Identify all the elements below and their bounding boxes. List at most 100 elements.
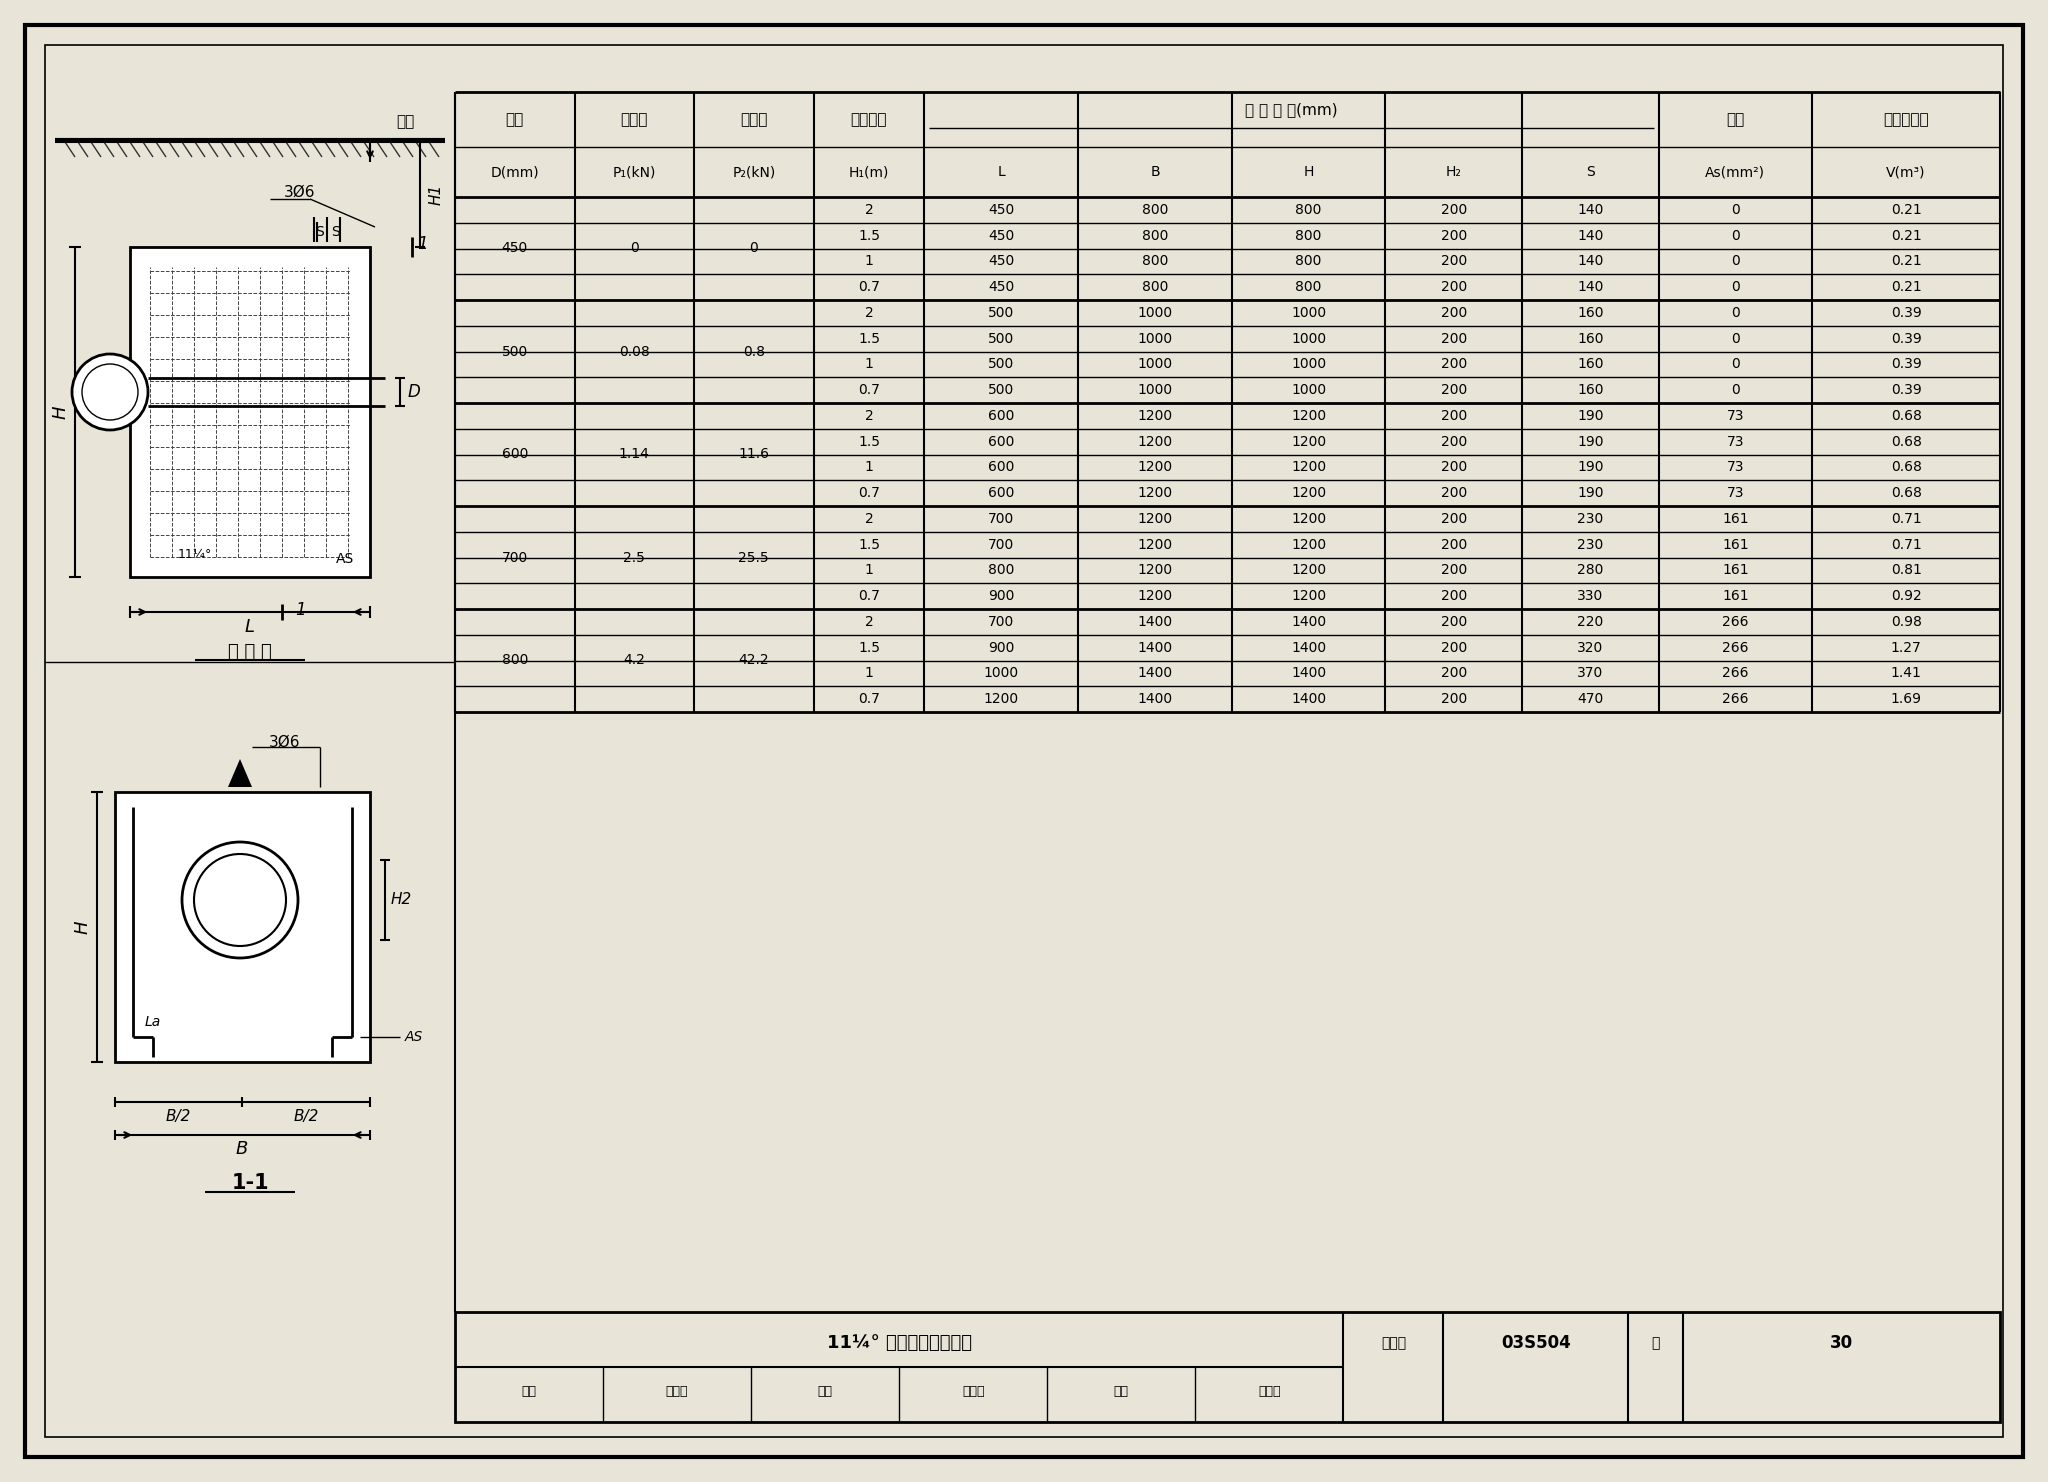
Text: 1200: 1200	[1290, 590, 1327, 603]
Text: 800: 800	[1296, 255, 1321, 268]
Text: 0.39: 0.39	[1890, 305, 1921, 320]
Text: 190: 190	[1577, 434, 1604, 449]
Text: 200: 200	[1440, 305, 1466, 320]
Text: 161: 161	[1722, 538, 1749, 551]
Text: 0: 0	[1731, 384, 1739, 397]
Text: 800: 800	[1296, 203, 1321, 216]
Text: 0: 0	[631, 242, 639, 255]
Text: AS: AS	[336, 551, 354, 566]
Text: 450: 450	[989, 255, 1014, 268]
Text: 1200: 1200	[1137, 486, 1174, 499]
Text: 1.5: 1.5	[858, 434, 881, 449]
Text: 73: 73	[1726, 409, 1745, 422]
Text: 200: 200	[1440, 434, 1466, 449]
Text: 1200: 1200	[1290, 409, 1327, 422]
Text: 330: 330	[1577, 590, 1604, 603]
Text: 800: 800	[1141, 203, 1167, 216]
Text: 73: 73	[1726, 434, 1745, 449]
Text: 500: 500	[989, 357, 1014, 372]
Text: 1200: 1200	[1290, 563, 1327, 578]
Text: 266: 266	[1722, 615, 1749, 628]
Bar	[455, 1312, 2001, 1423]
Text: As(mm²): As(mm²)	[1706, 165, 1765, 179]
Text: 0.21: 0.21	[1890, 255, 1921, 268]
Text: 800: 800	[987, 563, 1014, 578]
Text: 230: 230	[1577, 511, 1604, 526]
Text: 900: 900	[987, 590, 1014, 603]
Text: 1: 1	[864, 461, 872, 474]
Text: 竖向力: 竖向力	[739, 113, 768, 127]
Text: V(m³): V(m³)	[1886, 165, 1925, 179]
Text: S: S	[332, 225, 340, 239]
Text: 0.21: 0.21	[1890, 228, 1921, 243]
Text: 200: 200	[1440, 640, 1466, 655]
Text: 1200: 1200	[1290, 486, 1327, 499]
Text: 600: 600	[987, 434, 1014, 449]
Text: 190: 190	[1577, 409, 1604, 422]
Text: 0.39: 0.39	[1890, 332, 1921, 345]
Text: 0.39: 0.39	[1890, 384, 1921, 397]
Text: 200: 200	[1440, 357, 1466, 372]
Text: 1000: 1000	[1137, 305, 1174, 320]
Text: P₁(kN): P₁(kN)	[612, 165, 655, 179]
Text: 200: 200	[1440, 486, 1466, 499]
Text: L: L	[997, 165, 1006, 179]
Text: 200: 200	[1440, 538, 1466, 551]
Text: 600: 600	[987, 409, 1014, 422]
Text: 0: 0	[750, 242, 758, 255]
Text: 0: 0	[1731, 332, 1739, 345]
Text: 200: 200	[1440, 590, 1466, 603]
Text: 500: 500	[502, 344, 528, 359]
Text: 0.21: 0.21	[1890, 280, 1921, 293]
Text: 1400: 1400	[1137, 640, 1174, 655]
Text: 1400: 1400	[1290, 640, 1327, 655]
Text: 1: 1	[864, 667, 872, 680]
Text: 190: 190	[1577, 461, 1604, 474]
Text: 宋建红: 宋建红	[1257, 1384, 1280, 1398]
Text: 140: 140	[1577, 280, 1604, 293]
Text: H2: H2	[391, 892, 412, 907]
Text: 450: 450	[502, 242, 528, 255]
Text: 1: 1	[864, 255, 872, 268]
Text: S: S	[1585, 165, 1595, 179]
Text: 1400: 1400	[1137, 692, 1174, 705]
Text: 支 墩 尺 寸(mm): 支 墩 尺 寸(mm)	[1245, 102, 1337, 117]
Text: 190: 190	[1577, 486, 1604, 499]
Text: La: La	[145, 1015, 162, 1029]
Text: 25.5: 25.5	[739, 550, 770, 565]
Text: 42.2: 42.2	[739, 654, 770, 667]
Text: 混凝土用量: 混凝土用量	[1884, 113, 1929, 127]
Text: AS: AS	[406, 1030, 424, 1043]
Text: 2: 2	[864, 409, 872, 422]
Text: 0.39: 0.39	[1890, 357, 1921, 372]
Text: 200: 200	[1440, 384, 1466, 397]
Text: 4.2: 4.2	[623, 654, 645, 667]
Text: 1.14: 1.14	[618, 448, 649, 461]
Circle shape	[182, 842, 299, 957]
Text: 30: 30	[1831, 1334, 1853, 1352]
Text: 73: 73	[1726, 486, 1745, 499]
Text: 0.7: 0.7	[858, 590, 881, 603]
Text: 审核: 审核	[522, 1384, 537, 1398]
Text: 设计: 设计	[1114, 1384, 1128, 1398]
Text: H: H	[51, 405, 70, 419]
Text: 140: 140	[1577, 203, 1604, 216]
Text: 200: 200	[1440, 280, 1466, 293]
Text: 1: 1	[418, 236, 428, 253]
Text: 0.98: 0.98	[1890, 615, 1921, 628]
Text: 0.92: 0.92	[1890, 590, 1921, 603]
Text: 200: 200	[1440, 511, 1466, 526]
Text: 900: 900	[987, 640, 1014, 655]
Text: 0.81: 0.81	[1890, 563, 1921, 578]
Text: 11.6: 11.6	[737, 448, 770, 461]
Text: 地坪: 地坪	[395, 114, 414, 129]
Text: 1.5: 1.5	[858, 332, 881, 345]
Text: B/2: B/2	[293, 1109, 319, 1123]
Text: 200: 200	[1440, 409, 1466, 422]
Text: 3Ø6: 3Ø6	[268, 735, 301, 750]
Text: D: D	[408, 382, 420, 402]
Text: 1.41: 1.41	[1890, 667, 1921, 680]
Text: P₂(kN): P₂(kN)	[731, 165, 776, 179]
Text: 160: 160	[1577, 357, 1604, 372]
Text: H: H	[1303, 165, 1313, 179]
